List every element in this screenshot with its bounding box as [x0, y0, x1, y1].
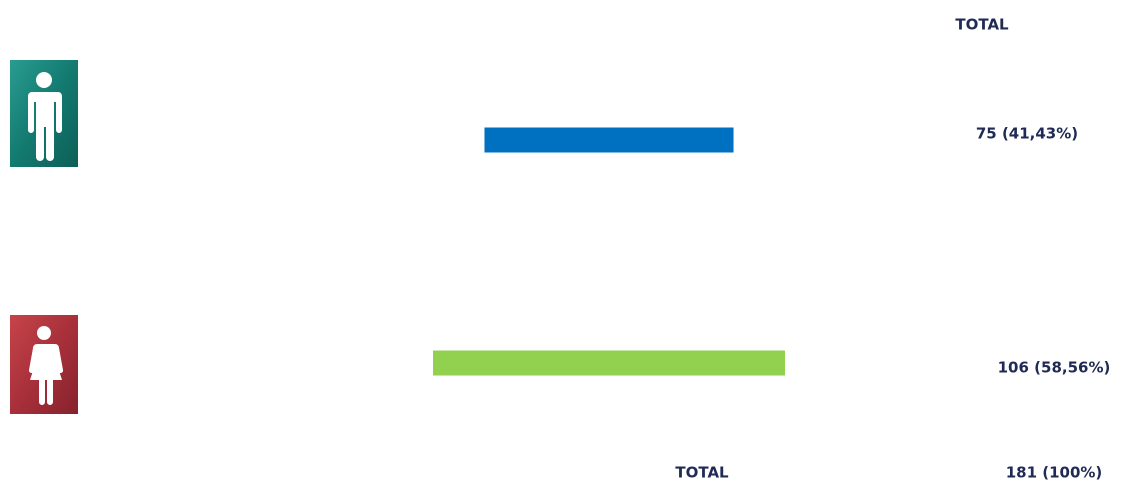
total-label: TOTAL — [675, 464, 729, 482]
value-label: 106 (58,56%) — [998, 359, 1111, 377]
value-label: 75 (41,43%) — [976, 125, 1078, 143]
bar — [433, 350, 785, 376]
total-value: 181 (100%) — [1006, 464, 1103, 482]
bar — [484, 127, 734, 153]
column-header: TOTAL — [955, 16, 1009, 34]
female-icon — [10, 315, 78, 414]
male-icon — [10, 60, 78, 167]
